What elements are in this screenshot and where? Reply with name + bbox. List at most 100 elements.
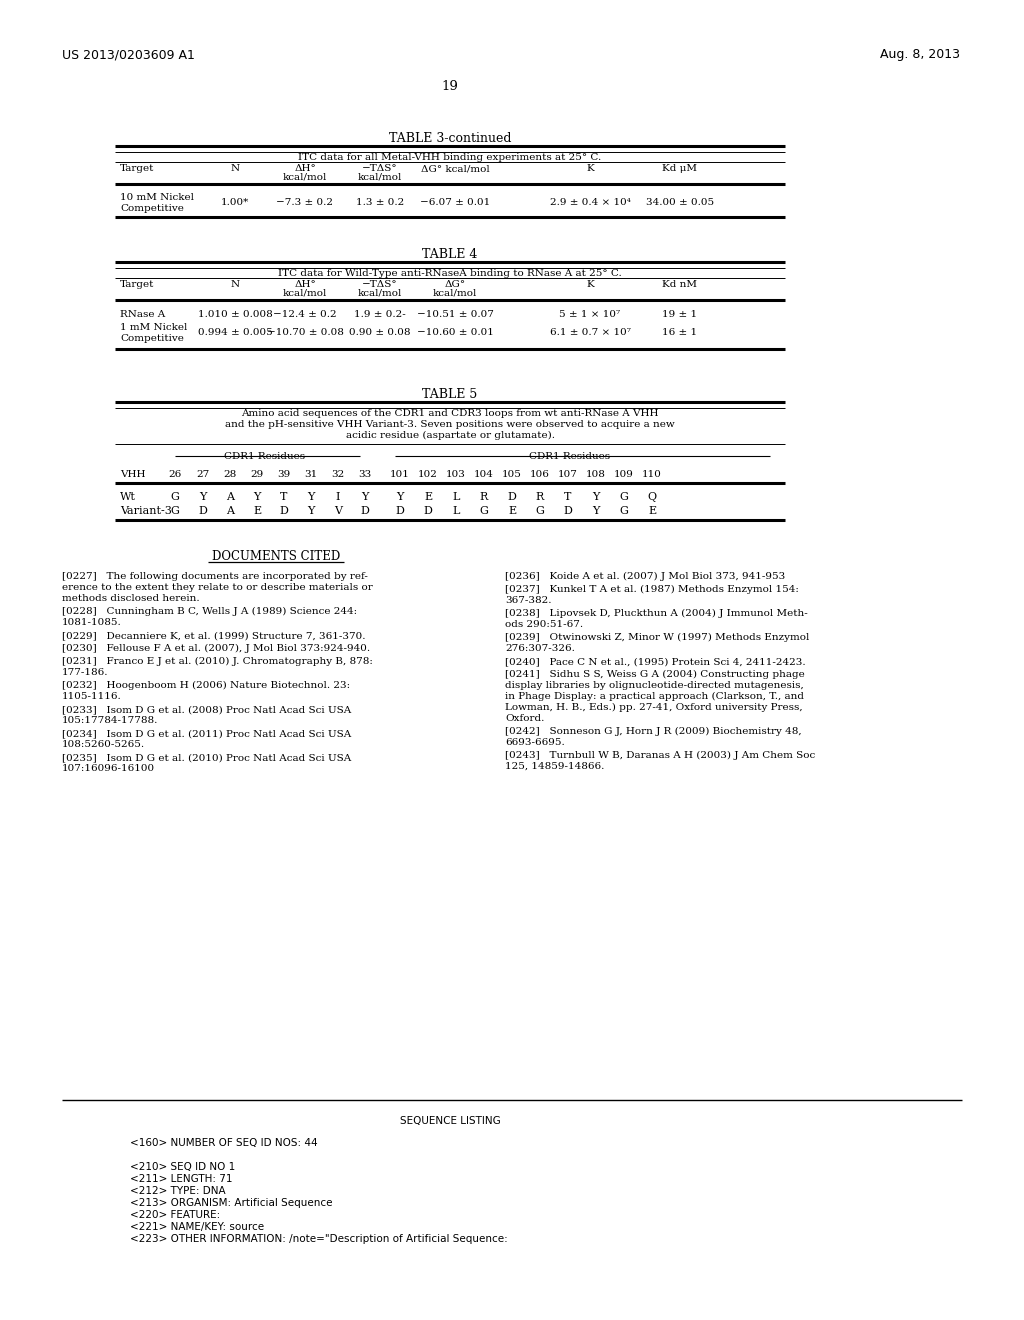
Text: [0239]   Otwinowski Z, Minor W (1997) Methods Enzymol: [0239] Otwinowski Z, Minor W (1997) Meth… bbox=[505, 634, 809, 642]
Text: [0228]   Cunningham B C, Wells J A (1989) Science 244:: [0228] Cunningham B C, Wells J A (1989) … bbox=[62, 607, 357, 616]
Text: 1.010 ± 0.008: 1.010 ± 0.008 bbox=[198, 310, 272, 319]
Text: [0229]   Decanniere K, et al. (1999) Structure 7, 361-370.: [0229] Decanniere K, et al. (1999) Struc… bbox=[62, 631, 366, 640]
Text: [0242]   Sonneson G J, Horn J R (2009) Biochemistry 48,: [0242] Sonneson G J, Horn J R (2009) Bio… bbox=[505, 727, 802, 737]
Text: US 2013/0203609 A1: US 2013/0203609 A1 bbox=[62, 48, 195, 61]
Text: <213> ORGANISM: Artificial Sequence: <213> ORGANISM: Artificial Sequence bbox=[130, 1199, 333, 1208]
Text: 6.1 ± 0.7 × 10⁷: 6.1 ± 0.7 × 10⁷ bbox=[550, 327, 631, 337]
Text: <220> FEATURE:: <220> FEATURE: bbox=[130, 1210, 220, 1220]
Text: 0.90 ± 0.08: 0.90 ± 0.08 bbox=[349, 327, 411, 337]
Text: [0238]   Lipovsek D, Pluckthun A (2004) J Immunol Meth-: [0238] Lipovsek D, Pluckthun A (2004) J … bbox=[505, 609, 808, 618]
Text: Target: Target bbox=[120, 280, 155, 289]
Text: D: D bbox=[508, 492, 516, 502]
Text: kcal/mol: kcal/mol bbox=[357, 172, 402, 181]
Text: D: D bbox=[563, 506, 572, 516]
Text: G: G bbox=[479, 506, 488, 516]
Text: R: R bbox=[480, 492, 488, 502]
Text: Q: Q bbox=[647, 492, 656, 502]
Text: [0233]   Isom D G et al. (2008) Proc Natl Acad Sci USA: [0233] Isom D G et al. (2008) Proc Natl … bbox=[62, 705, 351, 714]
Text: 2.9 ± 0.4 × 10⁴: 2.9 ± 0.4 × 10⁴ bbox=[550, 198, 631, 207]
Text: D: D bbox=[360, 506, 370, 516]
Text: 276:307-326.: 276:307-326. bbox=[505, 644, 574, 653]
Text: 125, 14859-14866.: 125, 14859-14866. bbox=[505, 762, 604, 771]
Text: A: A bbox=[226, 492, 234, 502]
Text: ods 290:51-67.: ods 290:51-67. bbox=[505, 620, 583, 630]
Text: 108:5260-5265.: 108:5260-5265. bbox=[62, 741, 145, 748]
Text: 26: 26 bbox=[168, 470, 181, 479]
Text: TABLE 4: TABLE 4 bbox=[422, 248, 477, 261]
Text: 6693-6695.: 6693-6695. bbox=[505, 738, 565, 747]
Text: Y: Y bbox=[361, 492, 369, 502]
Text: Aug. 8, 2013: Aug. 8, 2013 bbox=[880, 48, 961, 61]
Text: 108: 108 bbox=[586, 470, 606, 479]
Text: VHH: VHH bbox=[120, 470, 145, 479]
Text: E: E bbox=[424, 492, 432, 502]
Text: −TΔS°: −TΔS° bbox=[362, 280, 397, 289]
Text: N: N bbox=[230, 280, 240, 289]
Text: D: D bbox=[199, 506, 208, 516]
Text: −10.51 ± 0.07: −10.51 ± 0.07 bbox=[417, 310, 494, 319]
Text: 19 ± 1: 19 ± 1 bbox=[663, 310, 697, 319]
Text: 10 mM Nickel: 10 mM Nickel bbox=[120, 193, 194, 202]
Text: ΔG° kcal/mol: ΔG° kcal/mol bbox=[421, 164, 489, 173]
Text: 19: 19 bbox=[441, 81, 459, 92]
Text: −TΔS°: −TΔS° bbox=[362, 164, 397, 173]
Text: <221> NAME/KEY: source: <221> NAME/KEY: source bbox=[130, 1222, 264, 1232]
Text: I: I bbox=[336, 492, 340, 502]
Text: G: G bbox=[620, 492, 629, 502]
Text: Kd μM: Kd μM bbox=[663, 164, 697, 173]
Text: 1.00*: 1.00* bbox=[221, 198, 249, 207]
Text: CDR1 Residues: CDR1 Residues bbox=[224, 451, 305, 461]
Text: A: A bbox=[226, 506, 234, 516]
Text: Variant-3: Variant-3 bbox=[120, 506, 172, 516]
Text: Y: Y bbox=[307, 492, 314, 502]
Text: −10.70 ± 0.08: −10.70 ± 0.08 bbox=[266, 327, 343, 337]
Text: Y: Y bbox=[200, 492, 207, 502]
Text: <210> SEQ ID NO 1: <210> SEQ ID NO 1 bbox=[130, 1162, 236, 1172]
Text: 31: 31 bbox=[304, 470, 317, 479]
Text: <223> OTHER INFORMATION: /note="Description of Artificial Sequence:: <223> OTHER INFORMATION: /note="Descript… bbox=[130, 1234, 508, 1243]
Text: G: G bbox=[536, 506, 545, 516]
Text: ITC data for Wild-Type anti-RNaseA binding to RNase A at 25° C.: ITC data for Wild-Type anti-RNaseA bindi… bbox=[279, 269, 622, 279]
Text: ΔG°: ΔG° bbox=[444, 280, 466, 289]
Text: [0241]   Sidhu S S, Weiss G A (2004) Constructing phage: [0241] Sidhu S S, Weiss G A (2004) Const… bbox=[505, 671, 805, 678]
Text: Amino acid sequences of the CDR1 and CDR3 loops from wt anti-RNase A VHH: Amino acid sequences of the CDR1 and CDR… bbox=[242, 409, 658, 418]
Text: and the pH-sensitive VHH Variant-3. Seven positions were observed to acquire a n: and the pH-sensitive VHH Variant-3. Seve… bbox=[225, 420, 675, 429]
Text: −7.3 ± 0.2: −7.3 ± 0.2 bbox=[276, 198, 334, 207]
Text: 102: 102 bbox=[418, 470, 438, 479]
Text: [0230]   Fellouse F A et al. (2007), J Mol Biol 373:924-940.: [0230] Fellouse F A et al. (2007), J Mol… bbox=[62, 644, 370, 653]
Text: kcal/mol: kcal/mol bbox=[283, 288, 328, 297]
Text: 29: 29 bbox=[251, 470, 263, 479]
Text: 177-186.: 177-186. bbox=[62, 668, 109, 677]
Text: K: K bbox=[586, 280, 594, 289]
Text: Kd nM: Kd nM bbox=[663, 280, 697, 289]
Text: V: V bbox=[334, 506, 342, 516]
Text: kcal/mol: kcal/mol bbox=[283, 172, 328, 181]
Text: ΔH°: ΔH° bbox=[294, 164, 315, 173]
Text: [0240]   Pace C N et al., (1995) Protein Sci 4, 2411-2423.: [0240] Pace C N et al., (1995) Protein S… bbox=[505, 657, 806, 667]
Text: 1081-1085.: 1081-1085. bbox=[62, 618, 122, 627]
Text: [0236]   Koide A et al. (2007) J Mol Biol 373, 941-953: [0236] Koide A et al. (2007) J Mol Biol … bbox=[505, 572, 785, 581]
Text: 39: 39 bbox=[278, 470, 291, 479]
Text: Y: Y bbox=[396, 492, 403, 502]
Text: 367-382.: 367-382. bbox=[505, 597, 552, 605]
Text: [0234]   Isom D G et al. (2011) Proc Natl Acad Sci USA: [0234] Isom D G et al. (2011) Proc Natl … bbox=[62, 729, 351, 738]
Text: Y: Y bbox=[592, 506, 600, 516]
Text: TABLE 5: TABLE 5 bbox=[422, 388, 477, 401]
Text: <160> NUMBER OF SEQ ID NOS: 44: <160> NUMBER OF SEQ ID NOS: 44 bbox=[130, 1138, 317, 1148]
Text: E: E bbox=[648, 506, 656, 516]
Text: 104: 104 bbox=[474, 470, 494, 479]
Text: Wt: Wt bbox=[120, 492, 136, 502]
Text: 1.3 ± 0.2: 1.3 ± 0.2 bbox=[356, 198, 404, 207]
Text: 107: 107 bbox=[558, 470, 578, 479]
Text: SEQUENCE LISTING: SEQUENCE LISTING bbox=[399, 1115, 501, 1126]
Text: G: G bbox=[620, 506, 629, 516]
Text: 101: 101 bbox=[390, 470, 410, 479]
Text: 34.00 ± 0.05: 34.00 ± 0.05 bbox=[646, 198, 714, 207]
Text: ITC data for all Metal-VHH binding experiments at 25° C.: ITC data for all Metal-VHH binding exper… bbox=[298, 153, 602, 162]
Text: RNase A: RNase A bbox=[120, 310, 165, 319]
Text: [0232]   Hoogenboom H (2006) Nature Biotechnol. 23:: [0232] Hoogenboom H (2006) Nature Biotec… bbox=[62, 681, 350, 690]
Text: [0235]   Isom D G et al. (2010) Proc Natl Acad Sci USA: [0235] Isom D G et al. (2010) Proc Natl … bbox=[62, 752, 351, 762]
Text: 32: 32 bbox=[332, 470, 345, 479]
Text: G: G bbox=[171, 506, 179, 516]
Text: CDR1 Residues: CDR1 Residues bbox=[529, 451, 610, 461]
